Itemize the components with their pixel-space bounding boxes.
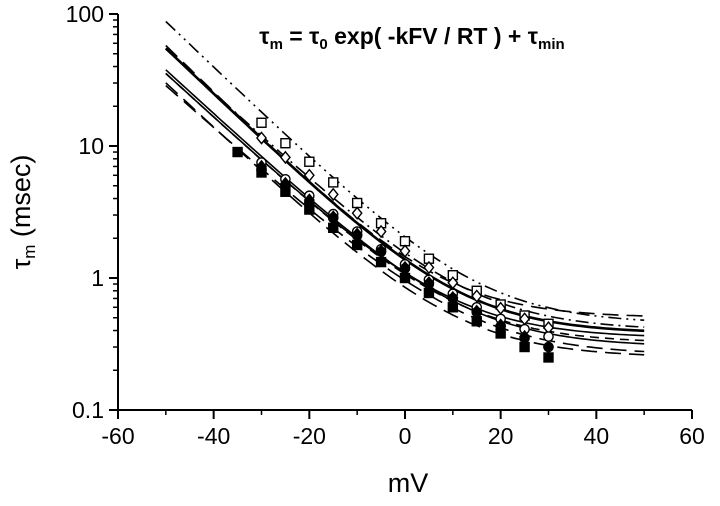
data-point [399,244,411,258]
y-tick-label: 10 [78,133,104,159]
data-point [471,289,483,303]
equation-annotation: τm = τ0 exp( -kFV / RT ) + τmin [259,23,564,53]
data-point [375,246,387,258]
data-point [327,187,339,202]
data-point [327,212,339,224]
x-axis-ticks: -60 -40 -20 0 20 40 60 [101,410,705,449]
data-point [279,150,291,165]
data-point [375,256,387,268]
fit-curve [165,69,645,345]
data-point [304,156,315,167]
x-tick-label: 20 [488,423,514,449]
data-point [351,197,363,209]
fit-curves [164,20,645,356]
data-point [399,272,411,284]
data-point [328,177,339,188]
data-point [423,287,435,299]
data-point [447,276,459,290]
data-series [232,117,555,363]
data-point [543,331,554,342]
data-point [351,239,363,251]
fit-curve [165,72,645,342]
y-tick-label: 100 [66,1,104,27]
x-tick-label: -60 [101,423,134,449]
data-point [255,131,268,145]
data-point [399,263,411,274]
y-tick-label: 1 [91,265,104,291]
data-point [256,164,267,176]
data-point [351,230,363,241]
data-point [256,117,267,128]
data-point [351,206,363,220]
axes [117,14,692,411]
y-axis-ticks: 0.1 1 10 100 [66,1,118,423]
y-axis-title: τm (msec) [6,155,39,270]
series-filled-circle [256,164,554,353]
data-point [447,293,459,304]
data-point [543,352,554,363]
x-tick-label: -40 [197,423,230,449]
data-point [495,321,506,332]
data-point [280,138,291,149]
data-point [232,146,243,158]
data-point [423,278,435,290]
data-point [375,224,387,239]
data-point [280,181,291,192]
data-point [303,168,315,182]
series-open-diamond [255,131,555,335]
x-tick-label: 60 [679,423,705,449]
x-axis-title: mV [388,468,429,498]
fit-curve [165,48,645,328]
y-tick-label: 0.1 [72,397,104,423]
x-tick-label: 0 [399,423,412,449]
x-tick-label: 40 [584,423,610,449]
data-point [519,332,530,344]
data-point [328,222,339,234]
fit-curve [164,47,645,333]
data-point [304,196,315,208]
data-point [471,316,482,327]
data-point [519,341,530,353]
fit-curve [165,72,645,337]
x-tick-label: -20 [293,423,326,449]
fit-curve [165,82,645,356]
fit-curve [165,84,645,353]
data-point [543,341,554,353]
data-point [423,260,435,275]
data-point [471,306,483,318]
